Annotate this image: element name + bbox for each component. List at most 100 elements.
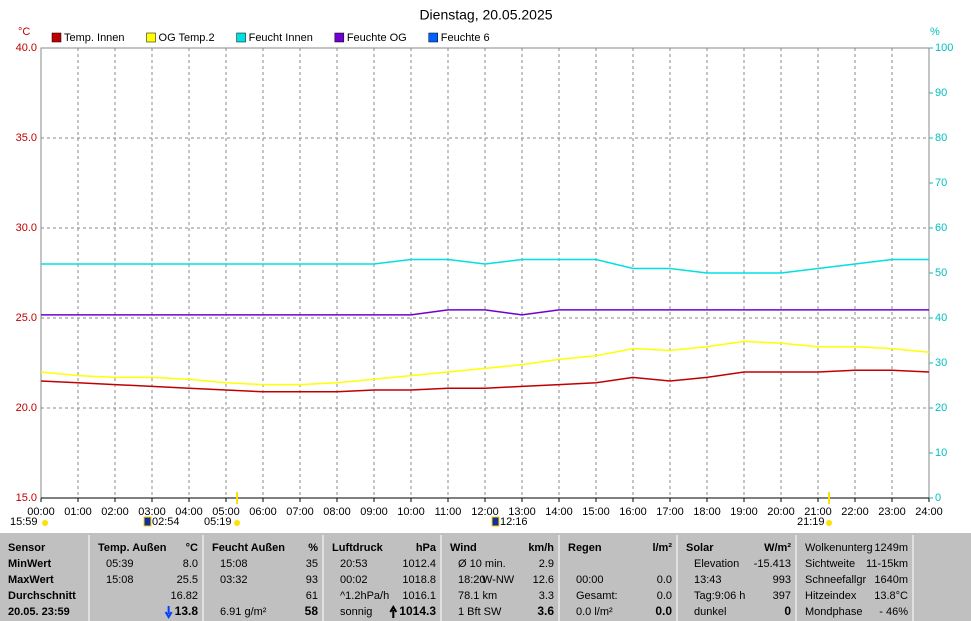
panel-unit: l/m² <box>652 542 672 554</box>
y2-tick-label: 80 <box>935 132 947 144</box>
sun-marker <box>826 520 832 526</box>
panel-unit: % <box>308 542 318 554</box>
panel-header: Temp. Außen <box>98 542 167 554</box>
event-label: 12:16 <box>500 516 528 528</box>
cell-label: MaxWert <box>8 574 54 586</box>
y2-tick-label: 90 <box>935 87 947 99</box>
legend-swatch <box>146 32 156 43</box>
cell-value: 3.3 <box>539 590 554 602</box>
trend-arrow <box>389 605 398 618</box>
y-tick-label: 40.0 <box>16 42 37 54</box>
y2-tick-label: 100 <box>935 42 953 54</box>
event-label: 02:54 <box>152 516 180 528</box>
x-tick-label: 05:00 <box>212 506 240 518</box>
cell-label: 15:08 <box>106 574 134 586</box>
y2-tick-label: 50 <box>935 267 947 279</box>
cell-label: 78.1 km <box>458 590 497 602</box>
x-tick-label: 07:00 <box>286 506 314 518</box>
table-background <box>0 533 971 621</box>
panel-header: Solar <box>686 542 714 554</box>
cell-label: Schneefallgr <box>805 574 866 586</box>
cell-label: Ø 10 min. <box>458 558 506 570</box>
cell-label: 13:43 <box>694 574 722 586</box>
legend-label: Temp. Innen <box>64 32 125 44</box>
x-tick-label: 01:00 <box>64 506 92 518</box>
x-tick-label: 17:00 <box>656 506 684 518</box>
cell-label: Sichtweite <box>805 558 855 570</box>
x-tick-label: 21:00 <box>804 506 832 518</box>
cell-value: 13.8 <box>175 604 199 618</box>
x-tick-label: 15:00 <box>582 506 610 518</box>
series-line <box>40 340 930 386</box>
cell-label: 15:08 <box>220 558 248 570</box>
cell-value: -15.413 <box>754 558 791 570</box>
legend-label: Feucht Innen <box>249 32 313 44</box>
legend-swatch <box>51 32 62 43</box>
y-axis-unit: °C <box>18 26 30 38</box>
cell-value: 25.5 <box>177 574 198 586</box>
cell-value: 0.0 <box>655 604 672 618</box>
x-tick-label: 11:00 <box>435 506 462 518</box>
cell-label: Gesamt: <box>576 590 618 602</box>
series-line <box>40 369 930 393</box>
cell-value: 993 <box>773 574 791 586</box>
panel-header: Luftdruck <box>332 542 384 554</box>
cell-value: 12.6 <box>533 574 554 586</box>
cell-label: ^1.2hPa/h <box>340 590 389 602</box>
cell-label: 03:32 <box>220 574 248 586</box>
cell-label: MinWert <box>8 558 52 570</box>
event-label: 21:19 <box>797 516 825 528</box>
x-tick-label: 19:00 <box>730 506 758 518</box>
cell-mid: W-NW <box>482 574 515 586</box>
x-tick-label: 02:00 <box>101 506 129 518</box>
cell-value: 1018.8 <box>402 574 436 586</box>
cell-value: 0 <box>784 604 791 618</box>
y-tick-label: 25.0 <box>16 312 37 324</box>
cell-label: 0.0 l/m² <box>576 606 613 618</box>
legend-label: Feuchte OG <box>347 32 407 44</box>
legend-swatch <box>334 32 345 43</box>
cell-label: 20:53 <box>340 558 368 570</box>
cell-label: Hitzeindex <box>805 590 857 602</box>
cell-value: 58 <box>305 604 319 618</box>
x-tick-label: 14:00 <box>545 506 573 518</box>
cell-label: 00:00 <box>576 574 604 586</box>
y2-tick-label: 30 <box>935 357 947 369</box>
cell-value: 61 <box>306 590 318 602</box>
y2-tick-label: 10 <box>935 447 947 459</box>
x-tick-label: 23:00 <box>878 506 906 518</box>
legend-label: OG Temp.2 <box>159 32 215 44</box>
y2-tick-label: 0 <box>935 492 941 504</box>
panel-unit: W/m² <box>764 542 791 554</box>
x-tick-label: 13:00 <box>508 506 536 518</box>
cell-label: Wolkenunterg <box>805 542 873 554</box>
cell-label: dunkel <box>694 606 726 618</box>
x-tick-label: 22:00 <box>841 506 869 518</box>
cell-label: sonnig <box>340 606 372 618</box>
x-tick-label: 10:00 <box>397 506 425 518</box>
cell-label: 05:39 <box>106 558 134 570</box>
panel-header: Feucht Außen <box>212 542 285 554</box>
cell-value: 1249m <box>874 542 908 554</box>
cell-value: 2.9 <box>539 558 554 570</box>
x-tick-label: 20:00 <box>767 506 795 518</box>
cell-value: - 46% <box>879 606 908 618</box>
x-tick-label: 04:00 <box>175 506 203 518</box>
cell-value: 11-15km <box>866 558 908 570</box>
x-tick-label: 00:00 <box>27 506 55 518</box>
cell-value: 8.0 <box>183 558 198 570</box>
legend-swatch <box>236 32 246 43</box>
chart-title: Dienstag, 20.05.2025 <box>419 7 552 23</box>
cell-value: 13.8°C <box>874 590 908 602</box>
series-line <box>41 258 929 274</box>
panel-header: Regen <box>568 542 602 554</box>
cell-label: Durchschnitt <box>8 590 76 602</box>
cell-label: 20.05. 23:59 <box>8 606 70 618</box>
panel-header: Wind <box>450 542 477 554</box>
cell-label: Tag:9:06 h <box>694 590 745 602</box>
panel-unit: km/h <box>528 542 554 554</box>
cell-value: 1640m <box>874 574 908 586</box>
trend-arrow <box>164 606 173 619</box>
panel-header: Sensor <box>8 542 46 554</box>
cell-value: 397 <box>773 590 791 602</box>
